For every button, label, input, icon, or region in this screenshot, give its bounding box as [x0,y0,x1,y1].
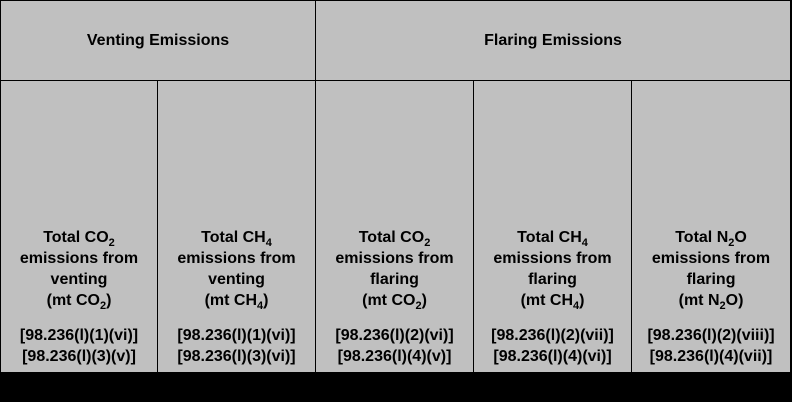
column-source: venting [208,271,265,288]
column-source: venting [50,271,108,288]
column-reference-2: [98.236(l)(4)(v)] [337,348,452,365]
column-reference-2: [98.236(l)(4)(vii)] [649,348,773,365]
column-reference-2: [98.236(l)(4)(vi)] [493,348,612,365]
column-source: flaring [528,271,577,288]
column-reference-1: [98.236(l)(1)(vi)] [19,327,139,344]
column-unit: (mt N2O) [678,292,744,312]
column-unit: (mt CO2) [362,292,427,312]
column-subtitle: emissions from [493,250,612,267]
column-title: Total CO2 [358,229,431,249]
column-title: Total CO2 [43,229,115,249]
group-header-venting: Venting Emissions [0,0,317,81]
column-title: Total CH4 [201,229,272,249]
column-unit: (mt CH4) [520,292,585,312]
column-title: Total CH4 [517,229,588,249]
column-header-flaring-ch4: Total CH4 emissions from flaring (mt CH4… [473,80,633,372]
column-reference-1: [98.236(l)(2)(vii)] [491,327,614,344]
column-header-venting-co2: Total CO2 emissions from venting (mt CO2… [0,80,158,372]
column-reference-1: [98.236(l)(2)(viii)] [647,327,775,344]
column-subtitle: emissions from [335,250,454,267]
column-header-venting-ch4: Total CH4 emissions from venting (mt CH4… [156,80,317,372]
column-reference-1: [98.236(l)(1)(vi)] [177,327,296,344]
emissions-table: Venting Emissions Flaring Emissions Tota… [0,0,790,372]
column-source: flaring [686,271,736,288]
column-header-flaring-co2: Total CO2 emissions from flaring (mt CO2… [315,80,475,372]
emissions-table-sheet: Venting Emissions Flaring Emissions Tota… [0,0,790,372]
group-header-flaring: Flaring Emissions [315,0,790,81]
column-subtitle: emissions from [651,250,771,267]
column-reference-2: [98.236(l)(3)(v)] [22,348,136,365]
column-subtitle: emissions from [19,250,139,267]
column-unit: (mt CH4) [204,292,269,312]
bottom-black-strip [0,372,792,402]
column-header-row: Total CO2 emissions from venting (mt CO2… [0,80,790,372]
column-subtitle: emissions from [177,250,296,267]
column-header-flaring-n2o: Total N2O emissions from flaring (mt N2O… [631,80,790,372]
group-header-row: Venting Emissions Flaring Emissions [0,0,790,81]
column-reference-1: [98.236(l)(2)(vi)] [335,327,454,344]
column-unit: (mt CO2) [46,292,112,312]
column-title: Total N2O [675,229,747,249]
column-reference-2: [98.236(l)(3)(vi)] [177,348,296,365]
column-source: flaring [370,271,419,288]
